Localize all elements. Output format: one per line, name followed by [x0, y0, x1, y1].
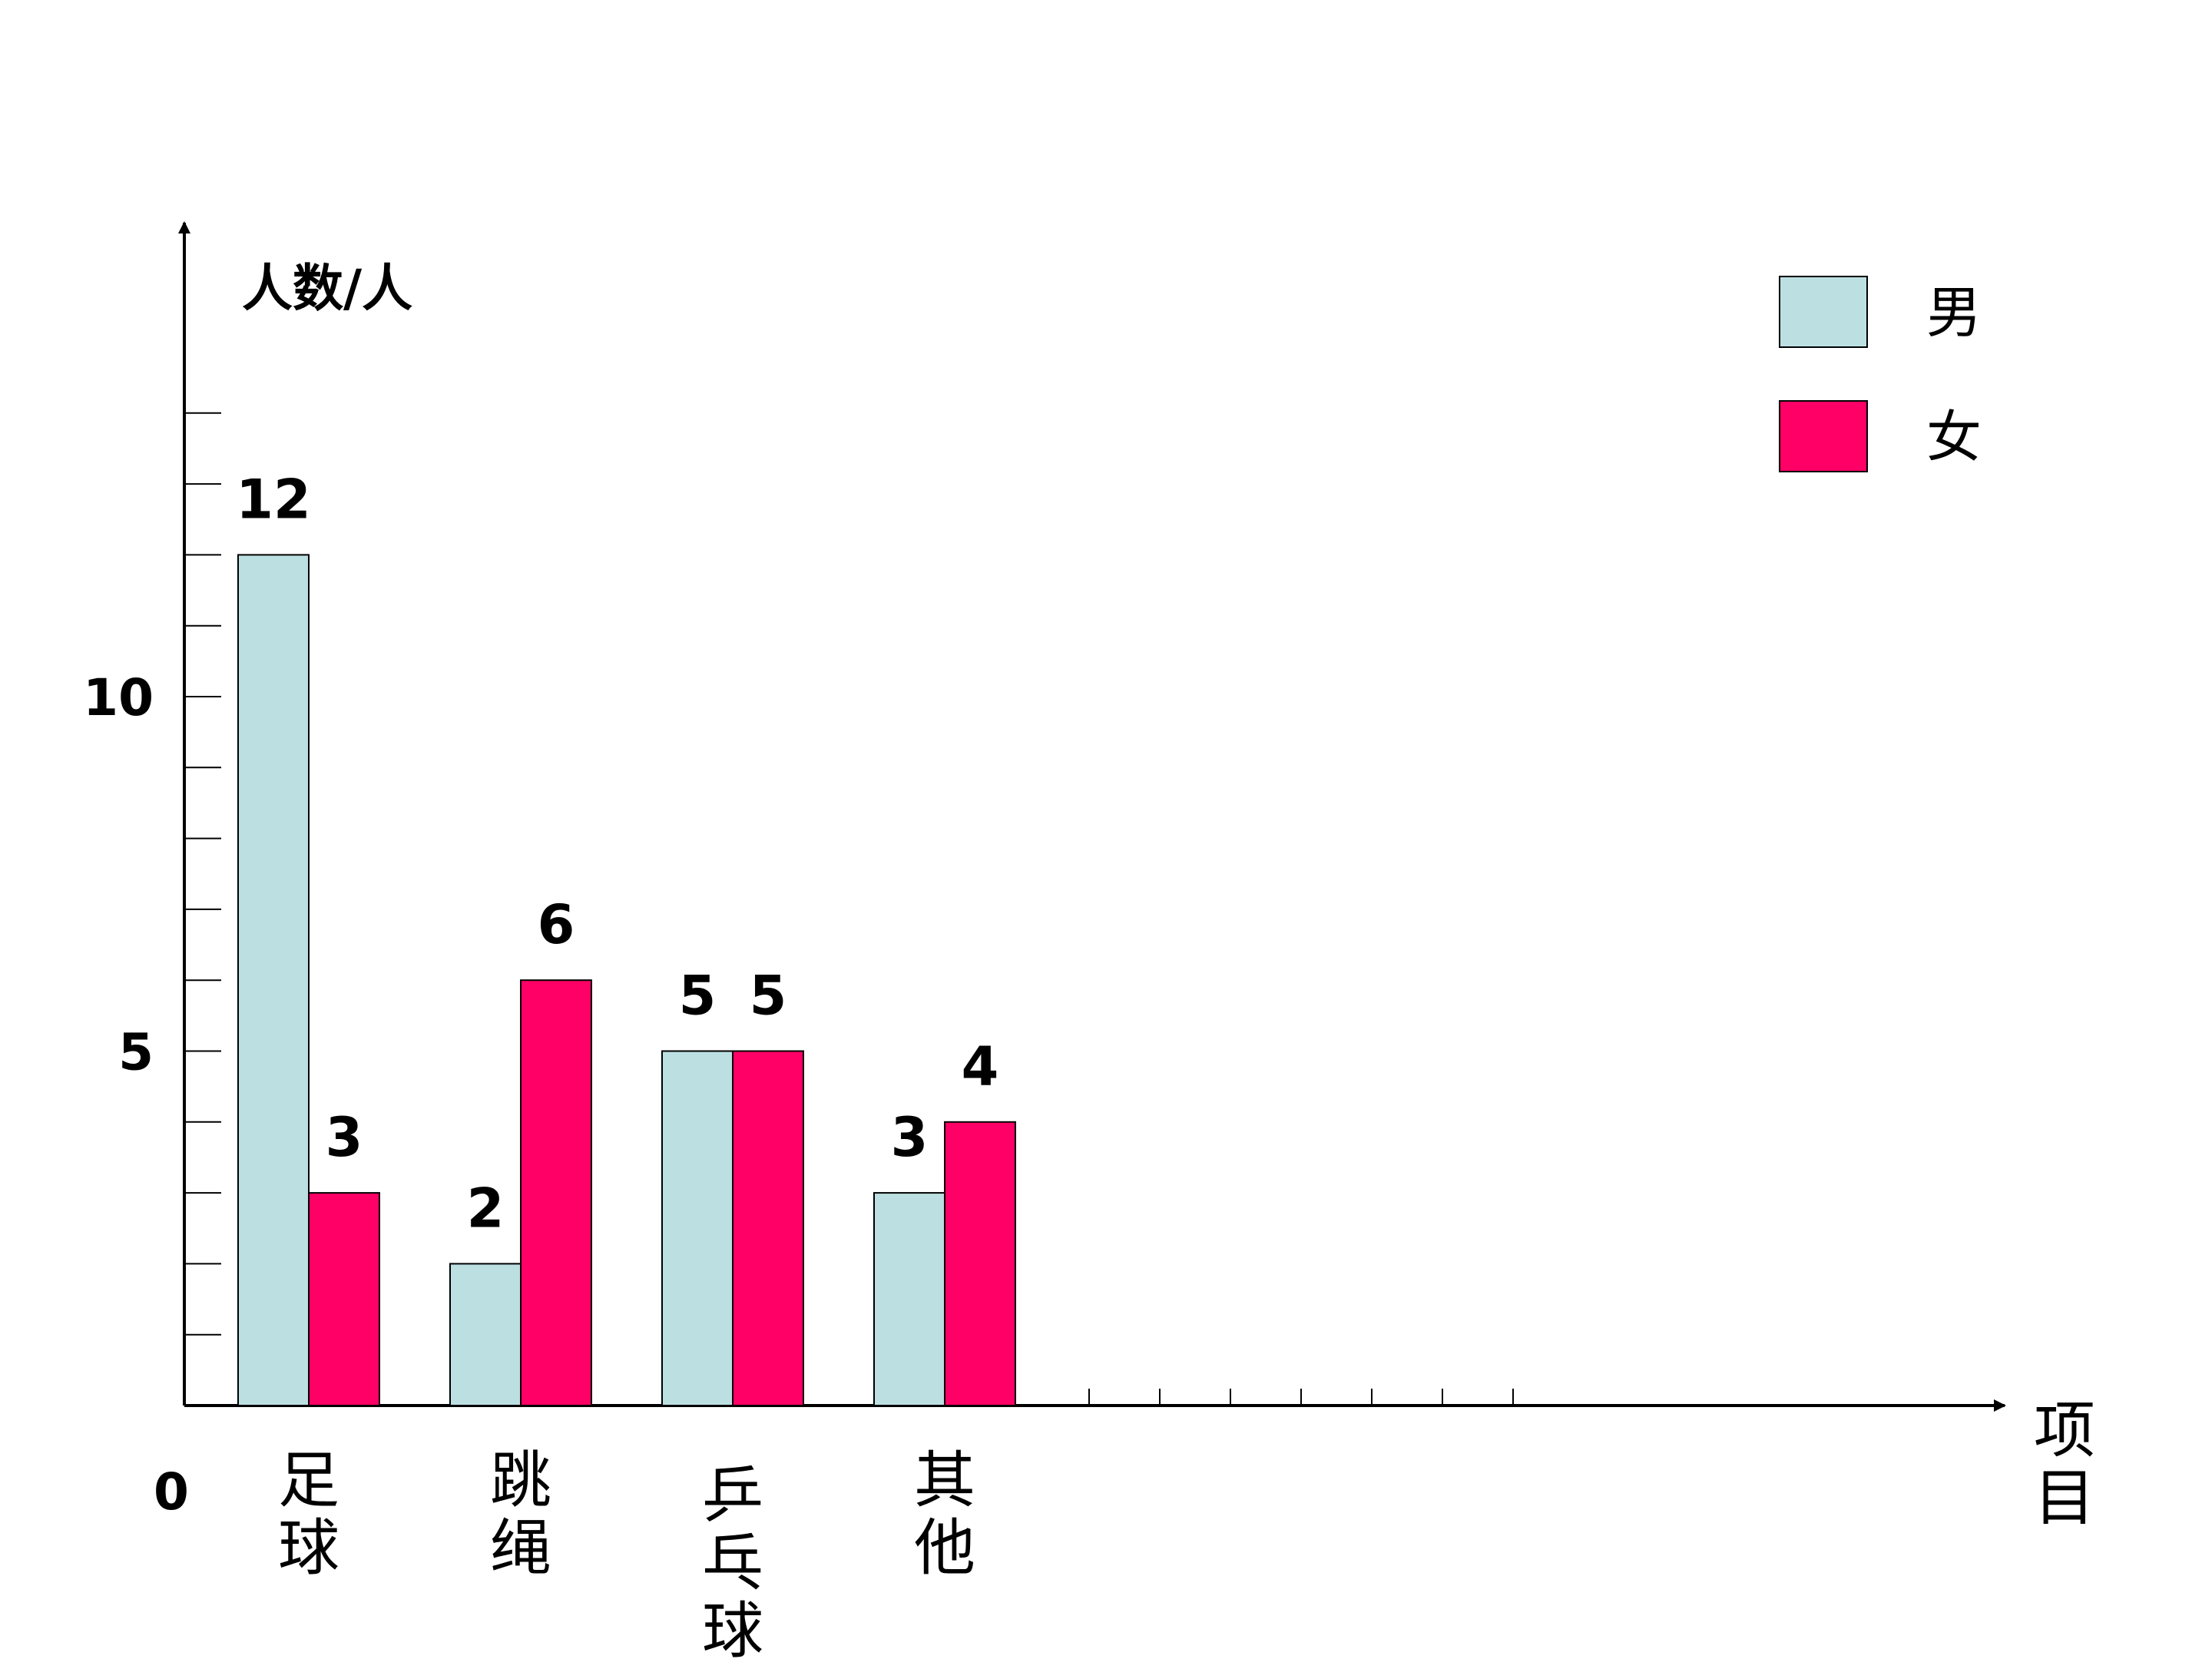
category-label: 跳绳	[490, 1445, 551, 1584]
category-label-char: 足	[278, 1445, 339, 1516]
data-labels: 12 2 5 3 3 6 5 4	[236, 468, 998, 1240]
y-tick-label: 5	[118, 1023, 154, 1082]
bar-女-足球	[308, 1192, 380, 1406]
data-label: 2	[467, 1177, 505, 1240]
category-label-char: 乓	[702, 1528, 763, 1599]
legend: 男女	[1779, 276, 1982, 472]
category-label-char: 跳	[490, 1445, 551, 1516]
data-label: 4	[962, 1035, 999, 1098]
category-label: 乒乓球	[702, 1460, 763, 1659]
legend-swatch	[1779, 276, 1868, 348]
bar-女-其他	[944, 1121, 1016, 1407]
data-label: 3	[326, 1106, 363, 1169]
category-label-char: 球	[702, 1595, 763, 1659]
data-label: 6	[538, 893, 575, 956]
data-label: 5	[750, 965, 787, 1028]
legend-swatch	[1779, 400, 1868, 472]
x-axis-label-char: 目	[2034, 1462, 2095, 1534]
category-label-char: 乒	[702, 1460, 763, 1532]
x-axis-label-char: 项	[2034, 1395, 2095, 1466]
origin-label: 0	[154, 1462, 189, 1522]
category-label: 足球	[278, 1445, 339, 1584]
category-label-char: 球	[278, 1512, 339, 1584]
x-axis-label: 项目	[2034, 1395, 2095, 1534]
bar-男-足球	[237, 554, 310, 1406]
category-label-char: 绳	[490, 1512, 551, 1584]
legend-label: 女	[1926, 405, 1982, 469]
category-label-char: 他	[914, 1512, 975, 1584]
bars	[237, 554, 1016, 1407]
data-label: 5	[679, 965, 717, 1028]
bar-男-跳绳	[449, 1263, 522, 1407]
bar-女-跳绳	[520, 979, 592, 1406]
y-axis-label: 人数/人	[242, 259, 412, 318]
y-tick-labels: 5 10	[83, 668, 154, 1082]
y-tick-label: 10	[83, 668, 154, 727]
legend-label: 男	[1926, 280, 1982, 345]
x-ticks	[1088, 1389, 1514, 1406]
bar-男-其他	[873, 1192, 945, 1406]
y-ticks	[184, 412, 221, 1336]
data-label: 3	[891, 1106, 929, 1169]
category-label: 其他	[914, 1445, 975, 1584]
category-label-char: 其	[914, 1445, 975, 1516]
bar-男-乒乓球	[661, 1050, 733, 1406]
data-label: 12	[236, 468, 310, 531]
bar-女-乒乓球	[732, 1050, 804, 1406]
